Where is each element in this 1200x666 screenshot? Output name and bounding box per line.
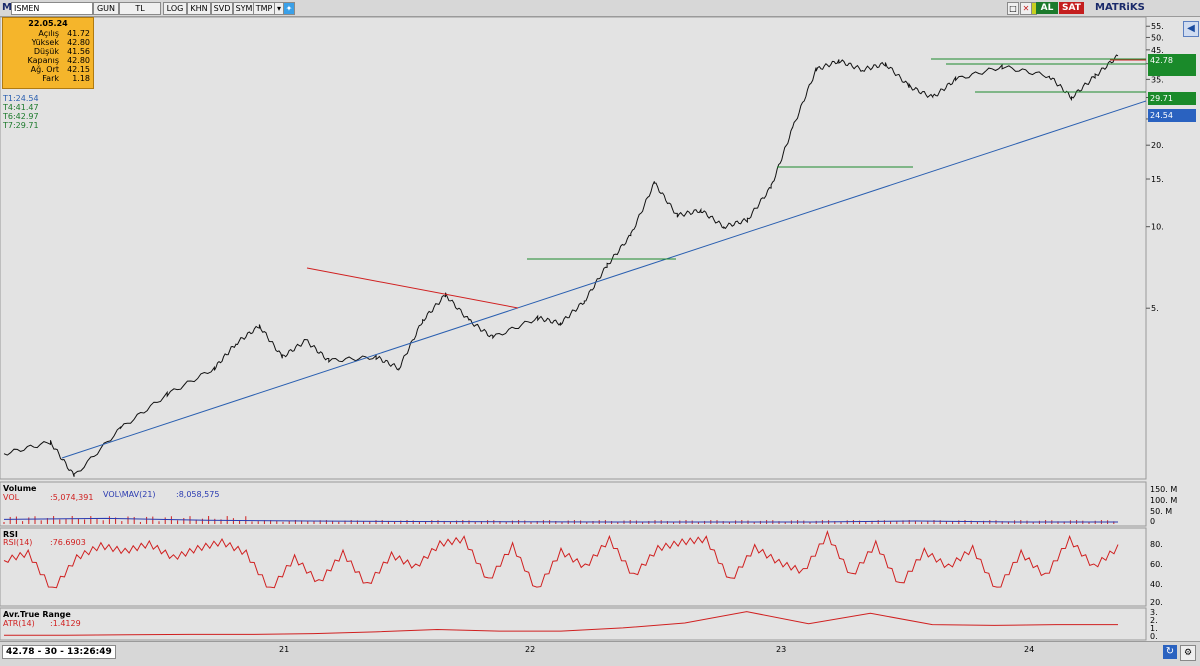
y-tick-label: 10. <box>1151 223 1164 232</box>
trendline-label-t7: T7:29.71 <box>3 121 39 130</box>
toolbar: M ISMEN GUN TL LOG KHN SVD SYM TMP ▾ ✦ □… <box>0 0 1200 17</box>
rsi-tick: 20. <box>1150 598 1163 607</box>
price-tag-last: 42.78 <box>1148 54 1196 76</box>
volume-title: Volume <box>3 484 37 493</box>
rsi-value: :76.6903 <box>50 538 86 547</box>
vol-tick: 50. M <box>1150 507 1173 516</box>
vol-mav-value: :8,058,575 <box>176 490 220 499</box>
trendline-label-t1: T1:24.54 <box>3 94 39 103</box>
info-row: Fark 1.18 <box>42 74 90 83</box>
info-row: Ağ. Ort 42.15 <box>30 65 90 74</box>
vol-tick: 150. M <box>1150 485 1178 494</box>
price-tag-support: 29.71 <box>1148 92 1196 105</box>
vol-label: VOL <box>3 493 20 502</box>
support-trendline <box>61 100 1147 459</box>
atr-tick: 2. <box>1150 616 1158 625</box>
info-row: Yüksek 42.80 <box>31 38 90 47</box>
vol-mav-label: VOL\MAV(21) <box>103 490 156 499</box>
rsi-label: RSI(14) <box>3 538 33 547</box>
info-date: 22.05.24 <box>28 19 68 28</box>
svd-button[interactable]: SVD <box>211 2 233 15</box>
twitter-icon[interactable]: ✦ <box>283 2 295 15</box>
price-series-line <box>3 54 1119 477</box>
khn-button[interactable]: KHN <box>187 2 211 15</box>
tmp-button[interactable]: TMP <box>253 2 275 15</box>
y-tick-label: 20. <box>1151 141 1164 150</box>
refresh-icon[interactable]: ↻ <box>1163 645 1177 659</box>
x-tick: 24 <box>1024 645 1035 654</box>
y-tick-label: 55. <box>1151 22 1164 31</box>
resistance-trendline <box>306 267 519 309</box>
buy-button[interactable]: AL <box>1036 2 1058 14</box>
y-tick-label: 5. <box>1151 304 1159 313</box>
atr-tick: 0. <box>1150 632 1158 641</box>
restore-icon[interactable]: □ <box>1007 2 1019 15</box>
x-tick: 21 <box>279 645 290 654</box>
y-tick-label: 45. <box>1151 46 1164 55</box>
y-tick-label: 50. <box>1151 33 1164 42</box>
sell-button[interactable]: SAT <box>1059 2 1084 14</box>
atr-tick: 3. <box>1150 608 1158 617</box>
vol-tick: 0 <box>1150 517 1156 526</box>
back-arrow-icon[interactable]: ◀ <box>1183 21 1199 37</box>
atr-tick: 1. <box>1150 624 1158 633</box>
menu-button[interactable]: M <box>2 2 12 13</box>
atr-value: :1.4129 <box>50 619 81 628</box>
log-button[interactable]: LOG <box>163 2 187 15</box>
rsi-tick: 60. <box>1150 560 1163 569</box>
time-axis-bar: 42.78 - 30 - 13:26:49 21 22 23 24 ↻ ⚙ <box>0 641 1200 666</box>
info-row: Düşük 41.56 <box>33 47 90 56</box>
brand-logo: MATRiKS <box>1095 2 1145 13</box>
rsi-line <box>3 529 1119 589</box>
x-tick: 23 <box>776 645 787 654</box>
x-tick: 22 <box>525 645 536 654</box>
trendline-label-t4: T4:41.47 <box>3 103 39 112</box>
rsi-tick: 40. <box>1150 580 1163 589</box>
currency-selector[interactable]: TL <box>119 2 161 15</box>
rsi-title: RSI <box>3 530 18 539</box>
price-tag-trend: 24.54 <box>1148 109 1196 122</box>
settings-icon[interactable]: ⚙ <box>1180 645 1196 661</box>
info-row: Kapanış 42.80 <box>27 56 90 65</box>
rsi-tick: 80. <box>1150 540 1163 549</box>
period-selector[interactable]: GUN <box>93 2 119 15</box>
vol-tick: 100. M <box>1150 496 1178 505</box>
info-row: Açılış 41.72 <box>38 29 90 38</box>
crosshair-readout: 42.78 - 30 - 13:26:49 <box>2 645 116 659</box>
volume-mav-line <box>3 517 1118 523</box>
trendline-label-t6: T6:42.97 <box>3 112 39 121</box>
atr-title: Avr.True Range <box>3 610 71 619</box>
y-tick-label: 35. <box>1151 75 1164 84</box>
atr-label: ATR(14) <box>3 619 35 628</box>
vol-value: :5,074,391 <box>50 493 94 502</box>
symbol-input[interactable]: ISMEN <box>11 2 93 15</box>
ohlc-info-box: 22.05.24 Açılış 41.72 Yüksek 42.80 Düşük 41… <box>2 17 94 89</box>
y-tick-label: 15. <box>1151 175 1164 184</box>
atr-line <box>4 611 1118 636</box>
